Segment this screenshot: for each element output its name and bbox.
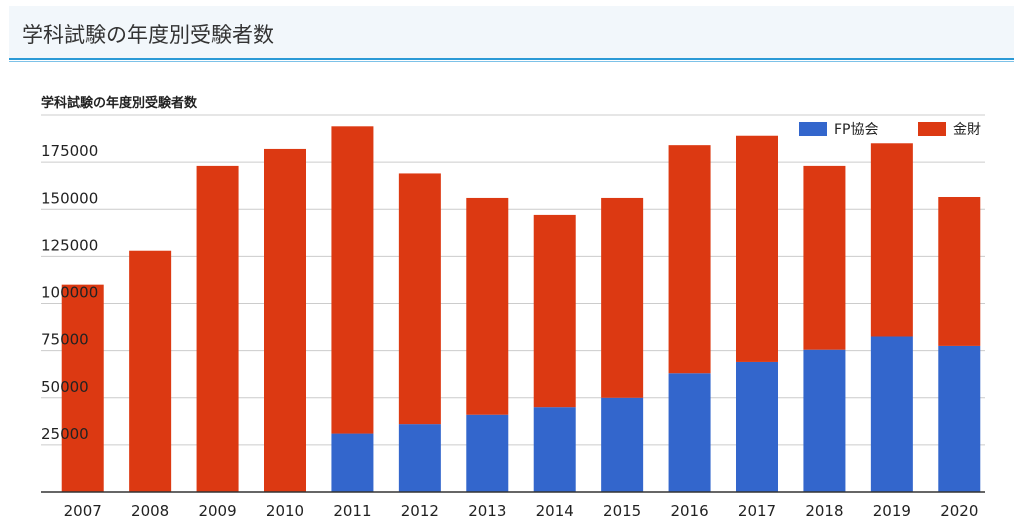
x-tick-label: 2018 [805,502,843,520]
x-tick-label: 2008 [131,502,169,520]
page-header: 学科試験の年度別受験者数 [9,6,1014,58]
y-tick-label: 50000 [41,378,89,396]
bar-fp-2020 [938,345,981,492]
x-tick-label: 2019 [873,502,911,520]
x-tick-label: 2016 [670,502,708,520]
bar-fp-2019 [870,336,913,492]
x-tick-label: 2012 [401,502,439,520]
chart-title: 学科試験の年度別受験者数 [41,96,198,111]
bar-kinzai-2016 [668,145,711,374]
y-tick-label: 100000 [41,284,98,302]
bar-kinzai-2019 [870,143,913,337]
bar-kinzai-2009 [196,165,239,492]
x-tick-label: 2017 [738,502,776,520]
bar-kinzai-2018 [803,165,846,350]
bar-kinzai-2011 [331,126,374,434]
y-axis-ticks: 25000 50000 75000 100000 125000 150000 175000 [41,142,98,443]
x-tick-label: 2013 [468,502,506,520]
bar-fp-2013 [466,414,509,492]
y-tick-label: 75000 [41,331,89,349]
y-tick-label: 25000 [41,425,89,443]
bar-fp-2012 [398,424,441,492]
y-tick-label: 175000 [41,142,98,160]
x-tick-label: 2011 [333,502,371,520]
bar-kinzai-2017 [736,135,778,362]
legend-label-fp: FP協会 [834,122,879,138]
bar-fp-2015 [601,397,644,492]
bar-kinzai-2014 [533,214,576,408]
bar-kinzai-2013 [466,197,509,415]
bar-kinzai-2010 [264,148,306,492]
x-tick-label: 2015 [603,502,641,520]
bar-kinzai-2020 [938,196,981,346]
bars [61,126,981,492]
y-tick-label: 150000 [41,189,98,207]
legend-swatch-fp [799,122,827,136]
bar-kinzai-2012 [398,173,441,425]
header-underline [9,58,1014,60]
bar-fp-2011 [331,433,374,492]
x-tick-label: 2010 [266,502,304,520]
x-tick-label: 2007 [64,502,102,520]
x-tick-label: 2020 [940,502,978,520]
legend-swatch-kinzai [918,122,946,136]
bar-fp-2014 [533,407,576,492]
legend-label-kinzai: 金財 [953,122,981,138]
page-title: 学科試験の年度別受験者数 [22,23,274,47]
bar-fp-2016 [668,373,711,492]
bar-fp-2017 [736,361,778,492]
bar-kinzai-2007 [61,284,104,492]
bar-kinzai-2015 [601,197,644,398]
x-tick-label: 2014 [536,502,574,520]
x-axis-ticks: 2007 2008 2009 2010 2011 2012 2013 2014 2015 2016… [64,502,979,520]
x-tick-label: 2009 [198,502,236,520]
bar-fp-2018 [803,349,846,492]
bar-kinzai-2008 [129,250,172,492]
header-underline-thin [9,61,1014,62]
y-tick-label: 125000 [41,236,98,254]
legend: FP協会 金財 [799,122,981,138]
